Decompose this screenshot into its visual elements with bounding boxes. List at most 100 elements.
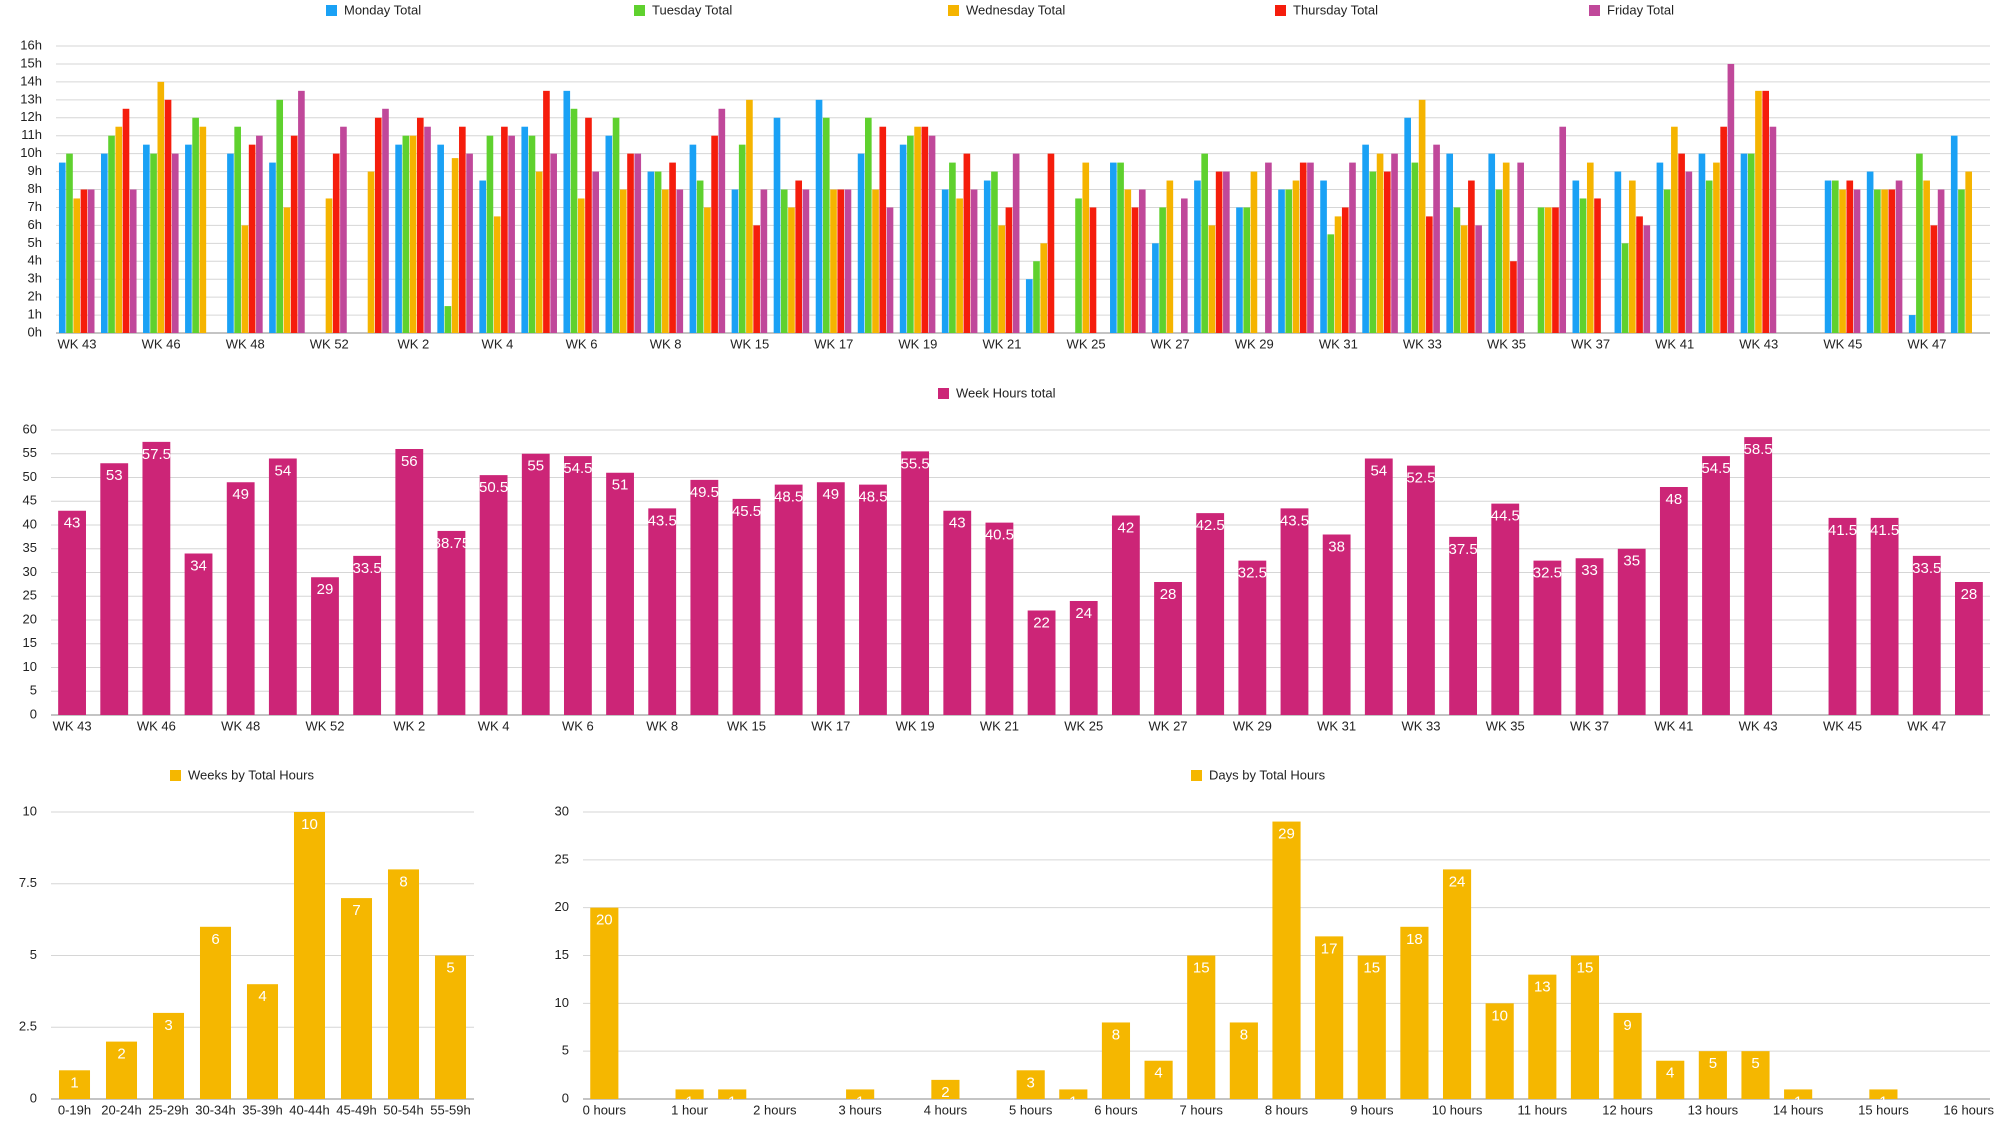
data-label: 17 [1321, 940, 1338, 957]
bar [907, 135, 914, 333]
bar [1552, 207, 1559, 333]
bar [1570, 955, 1600, 1099]
data-label: 8 [1240, 1026, 1248, 1043]
bar [928, 135, 936, 333]
x-tick-label: WK 4 [478, 718, 510, 733]
bar [227, 153, 234, 333]
bar [1315, 936, 1344, 1099]
data-label: 38.75 [433, 535, 471, 552]
data-label: 33.5 [353, 560, 382, 577]
bar [100, 153, 108, 333]
y-tick-label: 20 [555, 899, 569, 914]
bar [1491, 503, 1520, 715]
x-tick-label: WK 43 [58, 336, 97, 351]
x-tick-label: WK 29 [1233, 718, 1272, 733]
bar [943, 510, 972, 715]
bar [816, 482, 845, 715]
data-label: 41.5 [1828, 522, 1857, 539]
x-tick-label: 2 hours [753, 1102, 797, 1117]
bar [837, 189, 845, 333]
bar [1468, 180, 1475, 333]
x-tick-label: WK 25 [1064, 718, 1103, 733]
y-tick-label: 40 [23, 516, 37, 531]
bar [696, 180, 704, 333]
x-tick-label: WK 43 [1739, 718, 1778, 733]
bar [1559, 126, 1567, 333]
bar [1299, 162, 1307, 333]
data-label: 34 [190, 557, 207, 574]
bar [115, 126, 123, 333]
bar [914, 126, 921, 333]
data-label: 24 [1075, 605, 1092, 622]
data-label: 10 [301, 816, 318, 833]
bar [395, 144, 402, 333]
legend-swatch [326, 5, 337, 16]
bar [1495, 189, 1503, 333]
x-tick-label: 7 hours [1180, 1102, 1224, 1117]
bar [1215, 171, 1223, 333]
bar [690, 479, 719, 715]
bar [1307, 162, 1314, 333]
bar [298, 90, 305, 333]
x-tick-label: 13 hours [1688, 1102, 1739, 1117]
x-tick-label: WK 31 [1317, 718, 1356, 733]
bar [662, 189, 669, 333]
bar [1698, 1051, 1727, 1099]
legend-label: Days by Total Hours [1209, 767, 1326, 782]
data-label: 2 [117, 1046, 125, 1063]
x-tick-label: 40-44h [289, 1102, 329, 1117]
x-tick-label: WK 17 [814, 336, 853, 351]
bar [780, 189, 788, 333]
bar [1741, 1051, 1770, 1099]
x-tick-label: 35-39h [242, 1102, 282, 1117]
data-label: 20 [596, 912, 613, 929]
data-label: 5 [1709, 1055, 1717, 1072]
bar [1502, 162, 1510, 333]
bar [226, 482, 255, 715]
bar [1720, 126, 1727, 333]
bar [171, 153, 179, 333]
bar [241, 225, 249, 333]
bar [387, 869, 420, 1099]
bar [1400, 926, 1429, 1099]
data-label: 1 [728, 1093, 736, 1110]
bar [1069, 601, 1098, 715]
x-tick-label: WK 48 [226, 336, 265, 351]
bar [857, 153, 865, 333]
bar [711, 135, 718, 333]
data-label: 42.5 [1196, 517, 1225, 534]
x-tick-label: 5 hours [1009, 1102, 1053, 1117]
legend-swatch [938, 388, 949, 399]
bar [1285, 189, 1293, 333]
y-tick-label: 12h [20, 109, 42, 124]
y-tick-label: 8h [28, 181, 42, 196]
x-tick-label: WK 21 [982, 336, 1021, 351]
bar [675, 1089, 704, 1099]
bar [941, 189, 949, 333]
bar [899, 144, 907, 333]
bar [1846, 180, 1854, 333]
bar [1391, 153, 1398, 333]
bar [921, 126, 929, 333]
bar [1075, 198, 1082, 333]
bar [731, 189, 739, 333]
data-label: 29 [317, 581, 334, 598]
bar [1663, 189, 1671, 333]
x-tick-label: WK 2 [393, 718, 425, 733]
bar [1839, 189, 1846, 333]
bar [479, 180, 487, 333]
bar [738, 144, 746, 333]
bar [1659, 487, 1688, 715]
y-tick-label: 3h [28, 271, 42, 286]
bar [528, 135, 536, 333]
bar [1110, 162, 1117, 333]
y-tick-label: 10 [23, 803, 37, 818]
bar [1828, 517, 1857, 715]
bar [150, 153, 157, 333]
bar [1407, 465, 1435, 715]
bar [718, 1089, 747, 1099]
bar [718, 108, 726, 333]
data-label: 55.5 [901, 455, 930, 472]
bar [1449, 536, 1478, 715]
x-tick-label: WK 15 [730, 336, 769, 351]
